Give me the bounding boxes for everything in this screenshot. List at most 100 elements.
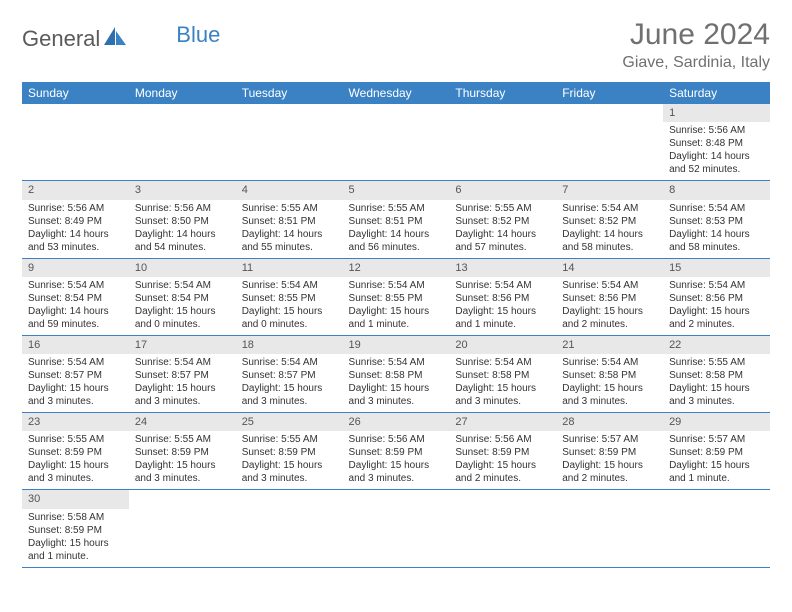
sunrise-text: Sunrise: 5:54 AM (349, 356, 444, 369)
daylight-text: Daylight: 15 hours and 2 minutes. (669, 305, 764, 331)
day-header-row: SundayMondayTuesdayWednesdayThursdayFrid… (22, 82, 770, 104)
day-info: Sunrise: 5:55 AMSunset: 8:58 PMDaylight:… (667, 356, 766, 408)
daylight-text: Daylight: 15 hours and 1 minute. (349, 305, 444, 331)
sunrise-text: Sunrise: 5:55 AM (455, 202, 550, 215)
daylight-text: Daylight: 14 hours and 57 minutes. (455, 228, 550, 254)
calendar-cell: 28Sunrise: 5:57 AMSunset: 8:59 PMDayligh… (556, 413, 663, 490)
day-header: Sunday (22, 82, 129, 104)
sunrise-text: Sunrise: 5:55 AM (28, 433, 123, 446)
calendar-week: 23Sunrise: 5:55 AMSunset: 8:59 PMDayligh… (22, 413, 770, 490)
calendar-week: 16Sunrise: 5:54 AMSunset: 8:57 PMDayligh… (22, 335, 770, 412)
day-number: 17 (129, 336, 236, 354)
sunrise-text: Sunrise: 5:58 AM (28, 511, 123, 524)
sunset-text: Sunset: 8:59 PM (349, 446, 444, 459)
sunset-text: Sunset: 8:59 PM (28, 524, 123, 537)
sunset-text: Sunset: 8:54 PM (135, 292, 230, 305)
day-info: Sunrise: 5:54 AMSunset: 8:54 PMDaylight:… (133, 279, 232, 331)
day-info: Sunrise: 5:56 AMSunset: 8:49 PMDaylight:… (26, 202, 125, 254)
calendar-cell: 30Sunrise: 5:58 AMSunset: 8:59 PMDayligh… (22, 490, 129, 567)
daylight-text: Daylight: 15 hours and 3 minutes. (562, 382, 657, 408)
sunset-text: Sunset: 8:51 PM (242, 215, 337, 228)
calendar-cell: 5Sunrise: 5:55 AMSunset: 8:51 PMDaylight… (343, 181, 450, 258)
sunset-text: Sunset: 8:53 PM (669, 215, 764, 228)
daylight-text: Daylight: 15 hours and 1 minute. (28, 537, 123, 563)
calendar-cell: 18Sunrise: 5:54 AMSunset: 8:57 PMDayligh… (236, 335, 343, 412)
sunrise-text: Sunrise: 5:54 AM (135, 279, 230, 292)
daylight-text: Daylight: 15 hours and 1 minute. (669, 459, 764, 485)
daylight-text: Daylight: 15 hours and 2 minutes. (562, 459, 657, 485)
sunset-text: Sunset: 8:59 PM (562, 446, 657, 459)
sunrise-text: Sunrise: 5:55 AM (669, 356, 764, 369)
sunset-text: Sunset: 8:52 PM (455, 215, 550, 228)
daylight-text: Daylight: 15 hours and 3 minutes. (349, 459, 444, 485)
calendar-cell: 21Sunrise: 5:54 AMSunset: 8:58 PMDayligh… (556, 335, 663, 412)
sunset-text: Sunset: 8:58 PM (349, 369, 444, 382)
calendar-cell: 11Sunrise: 5:54 AMSunset: 8:55 PMDayligh… (236, 258, 343, 335)
daylight-text: Daylight: 15 hours and 3 minutes. (242, 459, 337, 485)
calendar-cell (343, 104, 450, 181)
day-number: 20 (449, 336, 556, 354)
calendar-cell: 2Sunrise: 5:56 AMSunset: 8:49 PMDaylight… (22, 181, 129, 258)
sunset-text: Sunset: 8:59 PM (669, 446, 764, 459)
daylight-text: Daylight: 14 hours and 55 minutes. (242, 228, 337, 254)
sunrise-text: Sunrise: 5:54 AM (562, 279, 657, 292)
sunset-text: Sunset: 8:48 PM (669, 137, 764, 150)
calendar-cell: 24 Sunrise: 5:55 AMSunset: 8:59 PMDayligh… (129, 413, 236, 490)
calendar-week: 30Sunrise: 5:58 AMSunset: 8:59 PMDayligh… (22, 490, 770, 567)
sunset-text: Sunset: 8:54 PM (28, 292, 123, 305)
daylight-text: Daylight: 14 hours and 52 minutes. (669, 150, 764, 176)
sunset-text: Sunset: 8:58 PM (669, 369, 764, 382)
day-info: Sunrise: 5:56 AMSunset: 8:48 PMDaylight:… (667, 124, 766, 176)
daylight-text: Daylight: 14 hours and 53 minutes. (28, 228, 123, 254)
day-info: Sunrise: 5:54 AMSunset: 8:55 PMDaylight:… (347, 279, 446, 331)
location: Giave, Sardinia, Italy (622, 54, 770, 72)
daylight-text: Daylight: 15 hours and 0 minutes. (242, 305, 337, 331)
day-number: 6 (449, 181, 556, 199)
daylight-text: Daylight: 14 hours and 58 minutes. (562, 228, 657, 254)
calendar-cell: 22Sunrise: 5:55 AMSunset: 8:58 PMDayligh… (663, 335, 770, 412)
daylight-text: Daylight: 15 hours and 0 minutes. (135, 305, 230, 331)
calendar-cell: 29Sunrise: 5:57 AMSunset: 8:59 PMDayligh… (663, 413, 770, 490)
calendar-cell (129, 490, 236, 567)
day-number: 15 (663, 259, 770, 277)
day-header: Monday (129, 82, 236, 104)
daylight-text: Daylight: 15 hours and 3 minutes. (455, 382, 550, 408)
sunset-text: Sunset: 8:52 PM (562, 215, 657, 228)
day-info: Sunrise: 5:54 AMSunset: 8:52 PMDaylight:… (560, 202, 659, 254)
day-info: Sunrise: 5:55 AMSunset: 8:59 PMDaylight:… (133, 433, 232, 485)
header: General Blue June 2024 Giave, Sardinia, … (22, 18, 770, 72)
calendar-cell: 12 Sunrise: 5:54 AMSunset: 8:55 PMDayligh… (343, 258, 450, 335)
calendar-cell (236, 104, 343, 181)
day-number: 11 (236, 259, 343, 277)
logo-blue: Blue (176, 22, 220, 48)
day-number: 16 (22, 336, 129, 354)
day-info: Sunrise: 5:54 AMSunset: 8:54 PMDaylight:… (26, 279, 125, 331)
sunset-text: Sunset: 8:59 PM (455, 446, 550, 459)
calendar-cell (22, 104, 129, 181)
day-number: 21 (556, 336, 663, 354)
sunrise-text: Sunrise: 5:54 AM (455, 356, 550, 369)
day-number: 7 (556, 181, 663, 199)
sail-icon (102, 25, 128, 47)
day-info: Sunrise: 5:54 AMSunset: 8:57 PMDaylight:… (133, 356, 232, 408)
sunrise-text: Sunrise: 5:55 AM (349, 202, 444, 215)
day-info: Sunrise: 5:56 AMSunset: 8:59 PMDaylight:… (347, 433, 446, 485)
sunrise-text: Sunrise: 5:54 AM (242, 279, 337, 292)
sunrise-text: Sunrise: 5:56 AM (135, 202, 230, 215)
day-info: Sunrise: 5:55 AMSunset: 8:51 PMDaylight:… (240, 202, 339, 254)
sunrise-text: Sunrise: 5:55 AM (242, 433, 337, 446)
calendar-cell (449, 490, 556, 567)
day-number: 12 (343, 259, 450, 277)
day-number: 24 (129, 413, 236, 431)
sunrise-text: Sunrise: 5:54 AM (562, 202, 657, 215)
sunset-text: Sunset: 8:51 PM (349, 215, 444, 228)
calendar-cell (343, 490, 450, 567)
daylight-text: Daylight: 14 hours and 54 minutes. (135, 228, 230, 254)
calendar-cell (663, 490, 770, 567)
day-number: 5 (343, 181, 450, 199)
sunset-text: Sunset: 8:59 PM (28, 446, 123, 459)
day-number: 26 (343, 413, 450, 431)
day-number: 1 (663, 104, 770, 122)
day-info: Sunrise: 5:54 AMSunset: 8:58 PMDaylight:… (453, 356, 552, 408)
day-info: Sunrise: 5:58 AMSunset: 8:59 PMDaylight:… (26, 511, 125, 563)
